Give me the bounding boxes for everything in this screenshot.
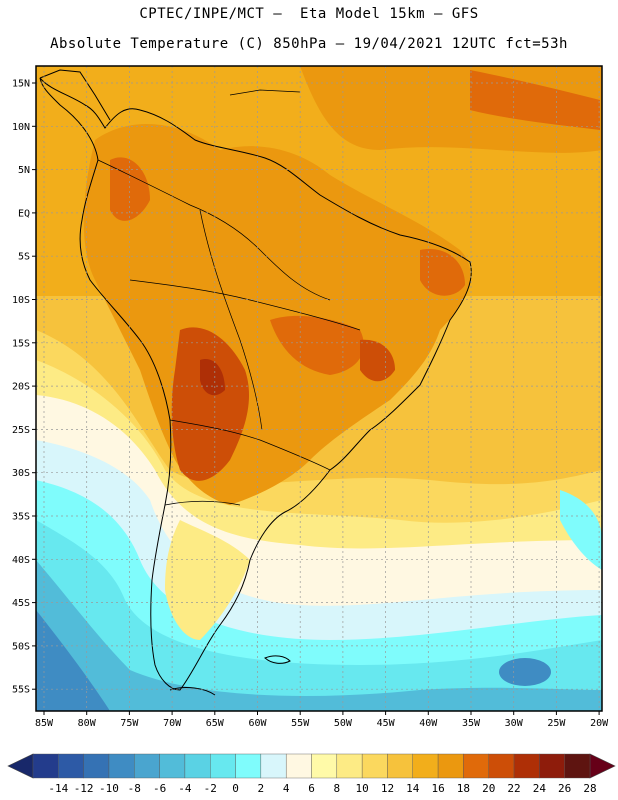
lon-label: 85W [35,718,54,729]
colorbar-swatch [437,753,464,779]
colorbar-swatch [235,753,262,779]
lat-label: 5S [18,252,30,263]
colorbar-swatch [58,753,84,779]
colorbar-tick-label: 8 [334,782,341,795]
colorbar-tick-label: -4 [178,782,192,795]
colorbar-tick-label: 22 [507,782,520,795]
lon-label: 50W [334,718,353,729]
lat-label: 55S [12,685,30,696]
lat-label: 25S [12,425,30,436]
lon-label: 60W [248,718,267,729]
colorbar-tick-label: 12 [381,782,394,795]
lat-label: 30S [12,468,30,479]
colorbar-high-arrow [589,753,616,779]
colorbar-tick-label: -14 [48,782,68,795]
title-line-2: Absolute Temperature (C) 850hPa – 19/04/… [50,36,568,52]
colorbar-tick-label: 14 [406,782,420,795]
lat-label: 15N [12,79,30,90]
map-frame [35,65,603,712]
colorbar: -14 -12 -10 -8 -6 -4 -2 0 2 4 6 8 10 12 14 16 18 20 22 24 26… [7,753,616,795]
lon-label: 75W [120,718,139,729]
colorbar-tick-label: 20 [482,782,495,795]
colorbar-swatch [159,753,186,779]
coastline [39,69,472,696]
lat-label: 20S [12,382,30,393]
colorbar-tick-label: 24 [533,782,547,795]
colorbar-tick-label: -2 [204,782,217,795]
colorbar-tick-label: 2 [258,782,265,795]
colorbar-swatch [539,753,565,779]
colorbar-low-arrow [7,753,34,779]
lat-lon-grid [36,66,602,711]
lat-label: 45S [12,598,30,609]
lon-label: 20W [590,718,609,729]
colorbar-tick-label: 10 [356,782,369,795]
colorbar-swatch [463,753,489,779]
lon-label: 55W [291,718,310,729]
colorbar-tick-label: 26 [558,782,571,795]
lon-label: 30W [505,718,524,729]
lat-label: 15S [12,338,30,349]
colorbar-tick-label: -10 [99,782,119,795]
latitude-labels: 15N 10N 5N EQ 5S 10S 15S 20S 25S 30S 35S 40S 45S 50S 5… [12,79,36,696]
colorbar-tick-label: 16 [431,782,444,795]
colorbar-swatch [32,753,59,779]
colorbar-tick-label: -6 [153,782,166,795]
colorbar-swatch [336,753,363,779]
temperature-field [36,66,602,711]
lat-label: 5N [18,165,30,176]
colorbar-swatch [184,753,211,779]
lon-label: 35W [462,718,481,729]
colorbar-swatch [260,753,287,779]
colorbar-swatch [488,753,515,779]
colorbar-tick-label: 6 [308,782,315,795]
colorbar-tick-label: 18 [457,782,470,795]
colorbar-tick-label: 0 [232,782,239,795]
colorbar-swatch [387,753,413,779]
lat-label: EQ [18,208,30,219]
colorbar-tick-label: -8 [128,782,141,795]
longitude-labels: 85W 80W 75W 70W 65W 60W 55W 50W 45W 40W 35W 30W 25W 2… [35,711,609,729]
colorbar-swatch [134,753,160,779]
lon-label: 40W [419,718,438,729]
colorbar-swatch [564,753,591,779]
lat-label: 35S [12,512,30,523]
lon-label: 65W [206,718,225,729]
title-line-1: CPTEC/INPE/MCT – Eta Model 15km – GFS [139,6,479,22]
lat-label: 10S [12,295,30,306]
lat-label: 10N [12,122,30,133]
lat-label: 50S [12,641,30,652]
lon-label: 70W [163,718,182,729]
lon-label: 80W [78,718,97,729]
colorbar-tick-label: -12 [74,782,94,795]
colorbar-swatch [513,753,540,779]
colorbar-swatch [361,753,388,779]
colorbar-tick-label: 28 [583,782,596,795]
colorbar-swatch [285,753,312,779]
lon-label: 45W [377,718,396,729]
colorbar-swatch [83,753,110,779]
lat-label: 40S [12,555,30,566]
colorbar-swatch [311,753,338,779]
colorbar-swatch [210,753,236,779]
colorbar-swatch [412,753,439,779]
colorbar-swatch [108,753,135,779]
colorbar-tick-label: 4 [283,782,290,795]
lon-label: 25W [547,718,566,729]
